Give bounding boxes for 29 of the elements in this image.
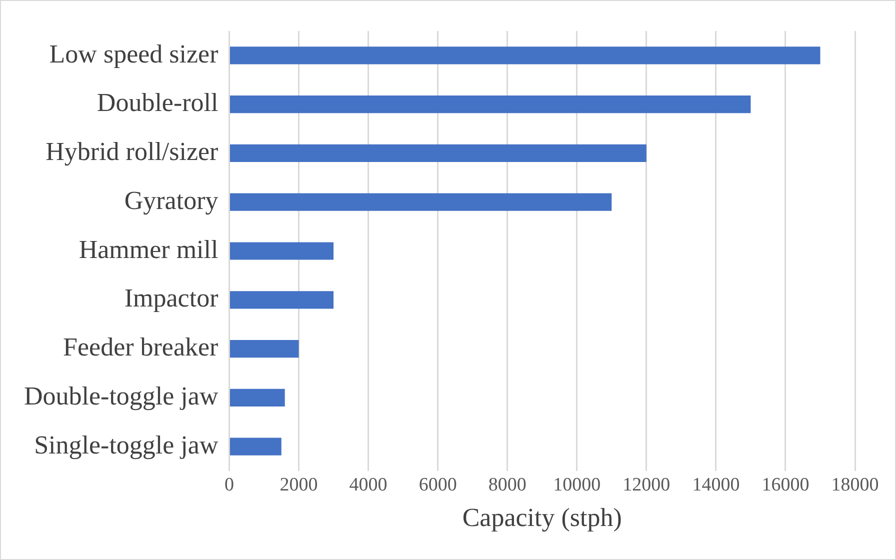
x-tick-label: 8000 <box>488 474 526 496</box>
bar <box>230 242 334 260</box>
y-tick-label: Impactor <box>124 284 219 313</box>
x-tick-label: 14000 <box>692 474 740 496</box>
bar <box>230 46 820 64</box>
x-tick-label: 16000 <box>762 474 810 496</box>
y-tick-label: Feeder breaker <box>63 332 219 362</box>
y-tick-label: Double-toggle jaw <box>24 381 218 410</box>
x-tick-label: 12000 <box>622 474 670 496</box>
bar <box>230 291 334 309</box>
x-tick-label: 4000 <box>349 474 388 496</box>
y-tick-label: Single-toggle jaw <box>34 430 218 460</box>
x-tick-label: 2000 <box>280 474 318 496</box>
y-tick-label: Hammer mill <box>78 234 218 264</box>
bar <box>230 340 299 358</box>
x-tick-label: 0 <box>224 474 234 496</box>
bar <box>230 193 612 211</box>
bar <box>230 388 285 406</box>
bar <box>230 144 646 162</box>
y-tick-label: Double-roll <box>96 88 218 118</box>
x-tick-label: 10000 <box>553 474 601 496</box>
bar <box>230 438 282 456</box>
y-tick-label: Low speed sizer <box>49 39 219 68</box>
y-tick-label: Gyratory <box>124 186 218 215</box>
x-axis-title: Capacity (stph) <box>462 503 622 532</box>
y-tick-label: Hybrid roll/sizer <box>46 137 219 166</box>
bar <box>230 96 751 114</box>
x-tick-label: 18000 <box>831 474 879 496</box>
x-tick-label: 6000 <box>418 474 457 496</box>
